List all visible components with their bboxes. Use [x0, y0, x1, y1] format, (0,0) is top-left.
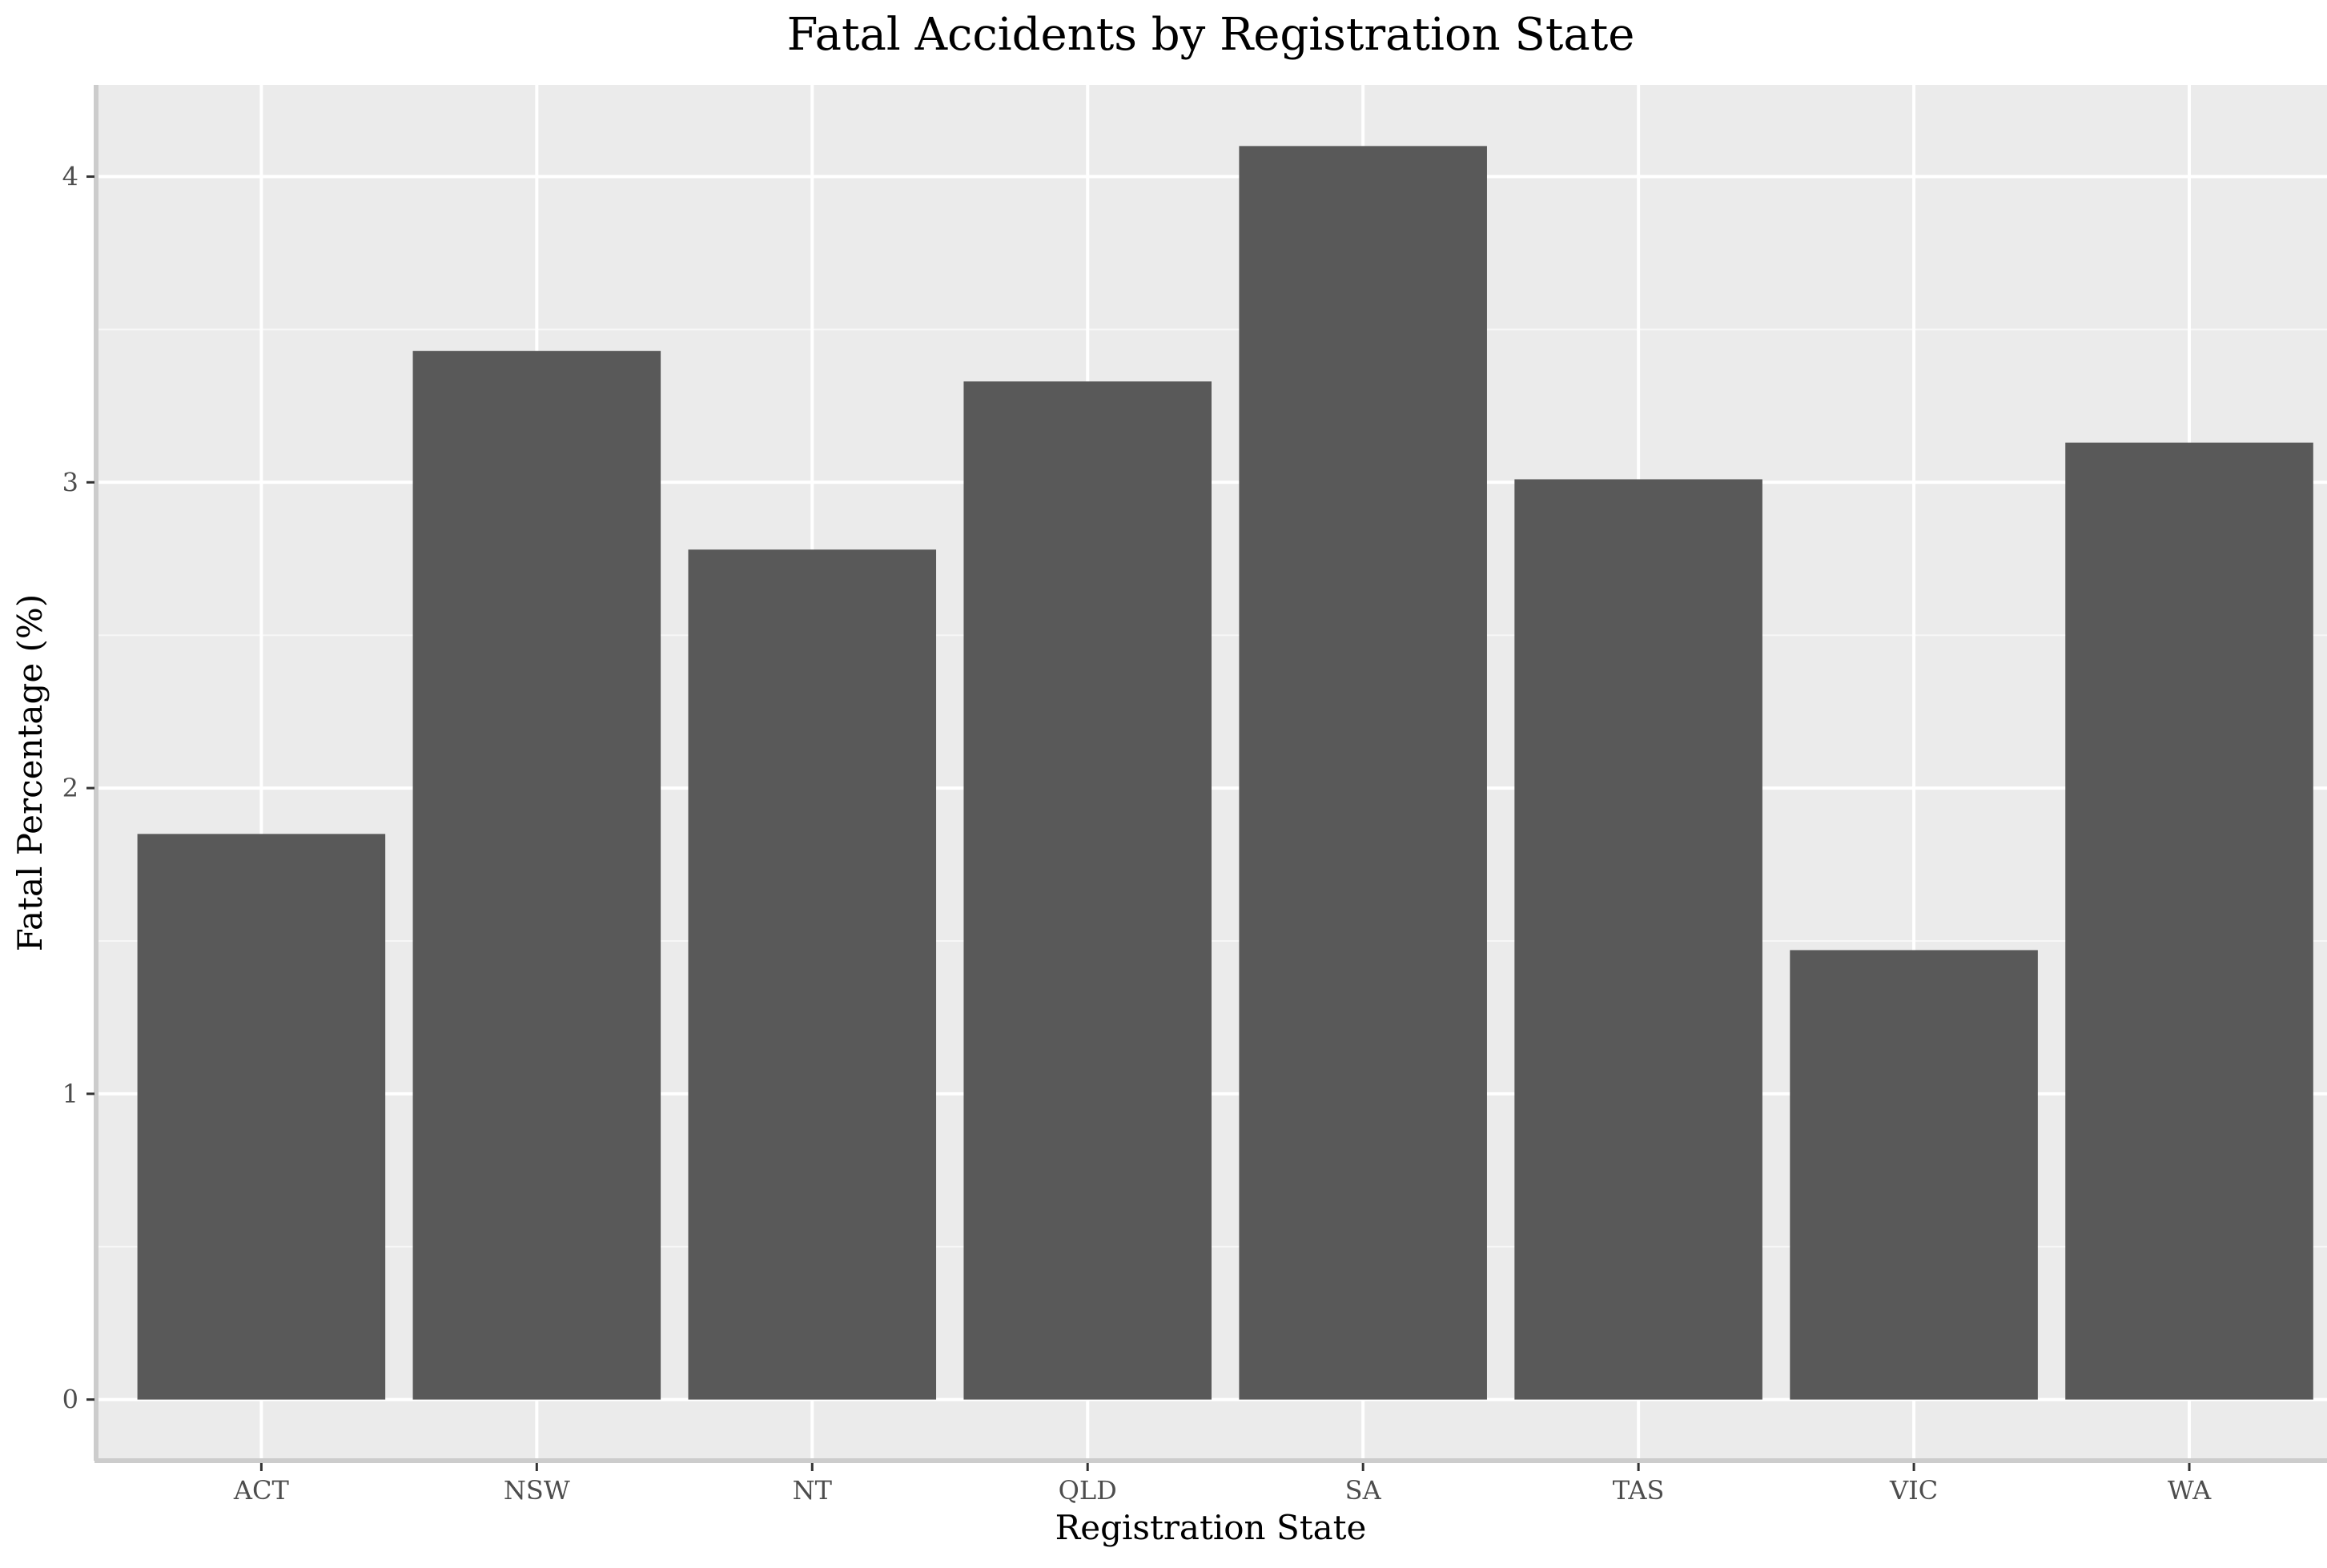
- bar-tas: [1514, 479, 1762, 1400]
- x-tick-label: NT: [793, 1475, 833, 1506]
- x-tick-label: VIC: [1889, 1475, 1938, 1506]
- y-tick-label: 0: [62, 1385, 78, 1415]
- bar-nt: [688, 549, 937, 1400]
- y-tick-label: 3: [62, 467, 78, 497]
- bars: [137, 146, 2313, 1400]
- y-tick-label: 4: [62, 162, 78, 192]
- y-axis-title: Fatal Percentage (%): [10, 594, 50, 951]
- x-tick-label: QLD: [1059, 1475, 1117, 1506]
- x-tick-label: SA: [1345, 1475, 1382, 1506]
- x-tick-label: TAS: [1613, 1475, 1665, 1506]
- axes: [94, 85, 2327, 1463]
- ticks: 0 1 2 3 4 ACT NSW NT QLD SA TAS VIC WA: [62, 162, 2212, 1506]
- bar-vic: [1790, 950, 2038, 1400]
- x-tick-label: ACT: [233, 1475, 290, 1506]
- bar-nsw: [412, 351, 661, 1400]
- y-tick-label: 2: [62, 773, 78, 803]
- bar-act: [137, 834, 386, 1400]
- bar-wa: [2065, 442, 2313, 1400]
- bar-sa: [1239, 146, 1487, 1400]
- x-tick-label: NSW: [504, 1475, 570, 1506]
- chart-title: Fatal Accidents by Registration State: [787, 9, 1635, 61]
- y-tick-label: 1: [62, 1079, 78, 1109]
- x-tick-label: WA: [2168, 1475, 2212, 1506]
- x-axis-title: Registration State: [1055, 1508, 1367, 1547]
- bar-qld: [963, 381, 1212, 1400]
